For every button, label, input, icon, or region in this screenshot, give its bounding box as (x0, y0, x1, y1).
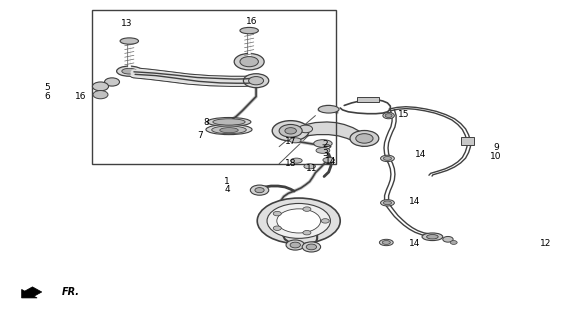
Ellipse shape (116, 66, 142, 76)
Ellipse shape (379, 239, 393, 246)
Text: 13: 13 (121, 19, 133, 28)
Circle shape (383, 112, 394, 119)
Circle shape (450, 241, 457, 244)
Ellipse shape (316, 148, 330, 153)
Text: 14: 14 (415, 150, 427, 159)
Text: 16: 16 (75, 92, 87, 101)
Circle shape (243, 74, 269, 88)
Ellipse shape (212, 126, 246, 134)
Circle shape (350, 131, 379, 146)
Circle shape (385, 114, 392, 117)
Ellipse shape (383, 156, 391, 160)
Circle shape (257, 198, 340, 244)
Text: 9: 9 (493, 143, 499, 152)
Text: 14: 14 (325, 157, 336, 166)
Ellipse shape (93, 91, 108, 99)
Ellipse shape (383, 201, 391, 205)
Ellipse shape (380, 155, 394, 162)
Text: 14: 14 (409, 197, 421, 206)
Text: 14: 14 (409, 239, 421, 248)
Circle shape (248, 76, 263, 85)
Ellipse shape (422, 233, 443, 241)
Circle shape (303, 230, 311, 235)
Ellipse shape (240, 28, 258, 34)
Text: 10: 10 (490, 152, 501, 161)
Text: 18: 18 (285, 159, 296, 168)
Circle shape (303, 207, 311, 211)
Ellipse shape (93, 82, 109, 91)
Text: 16: 16 (246, 17, 258, 26)
Ellipse shape (290, 138, 301, 143)
Text: 5: 5 (45, 83, 50, 92)
Circle shape (290, 242, 301, 248)
Circle shape (299, 125, 313, 133)
Circle shape (234, 53, 264, 70)
Ellipse shape (382, 241, 390, 244)
Circle shape (279, 124, 302, 137)
Polygon shape (21, 287, 42, 298)
Text: 1: 1 (225, 177, 230, 186)
Bar (461, 137, 474, 145)
Circle shape (273, 226, 281, 230)
Circle shape (273, 212, 281, 216)
Ellipse shape (314, 140, 332, 147)
Ellipse shape (304, 164, 316, 169)
Text: 3: 3 (323, 148, 328, 157)
Circle shape (267, 204, 331, 238)
Bar (93, 10, 336, 164)
Ellipse shape (120, 38, 138, 44)
Ellipse shape (318, 105, 339, 113)
Text: 8: 8 (203, 118, 209, 127)
Circle shape (277, 209, 321, 233)
Ellipse shape (220, 128, 238, 133)
Text: 2: 2 (323, 140, 328, 149)
Circle shape (285, 128, 296, 134)
Circle shape (250, 185, 269, 195)
Ellipse shape (207, 117, 251, 126)
Text: 15: 15 (398, 110, 409, 119)
Ellipse shape (122, 68, 137, 74)
Circle shape (321, 219, 329, 223)
Text: 4: 4 (225, 185, 230, 194)
Bar (357, 97, 379, 102)
Circle shape (302, 242, 321, 252)
Ellipse shape (380, 200, 394, 206)
Ellipse shape (291, 158, 302, 163)
Polygon shape (303, 122, 363, 147)
Circle shape (240, 57, 258, 67)
Text: FR.: FR. (61, 287, 79, 297)
Circle shape (356, 134, 373, 143)
Text: 6: 6 (45, 92, 50, 101)
Text: 12: 12 (540, 239, 552, 248)
Ellipse shape (427, 235, 438, 239)
Text: 17: 17 (285, 137, 296, 146)
Circle shape (443, 236, 453, 242)
Ellipse shape (323, 157, 335, 163)
Circle shape (286, 240, 305, 250)
Circle shape (306, 244, 317, 250)
Text: 11: 11 (306, 164, 317, 173)
Text: 7: 7 (197, 131, 203, 140)
Ellipse shape (213, 119, 245, 125)
Circle shape (272, 121, 309, 141)
Ellipse shape (105, 78, 119, 86)
Ellipse shape (206, 124, 252, 135)
Circle shape (255, 188, 264, 193)
